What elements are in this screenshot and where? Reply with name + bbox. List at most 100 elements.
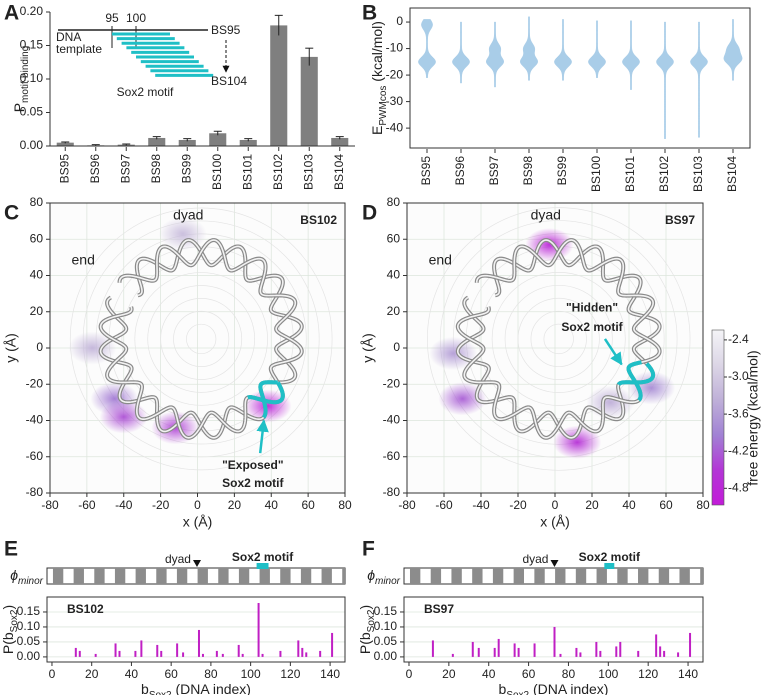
- x-tick-label: 60: [522, 667, 536, 681]
- colorbar-tick-label: -3.0: [728, 369, 749, 383]
- x-axis-label-sub: Sox2: [506, 690, 529, 695]
- plot-frame: [46, 596, 346, 663]
- y-axis-label-sub: PWMcos: [378, 86, 389, 126]
- dna-strand: [626, 360, 643, 402]
- x-tick-label: -60: [435, 498, 453, 512]
- colorbar-tick-label: -3.6: [728, 406, 749, 420]
- minor-groove: [451, 568, 462, 584]
- y-tick-label: 20: [387, 304, 401, 318]
- bar: [56, 142, 74, 146]
- x-tick-label: BS102: [657, 156, 671, 192]
- motif-label: Sox2 motif: [561, 320, 623, 334]
- y-tick-label: -40: [383, 413, 401, 427]
- y-axis-label: P(bSox2): [0, 605, 20, 654]
- contour: [491, 271, 626, 406]
- panel-letter: B: [362, 2, 377, 25]
- track-label-main: ϕ: [10, 567, 18, 583]
- y-axis-label: P(bSox2): [357, 605, 377, 654]
- minor-groove: [679, 568, 690, 584]
- contour: [504, 284, 613, 393]
- contour: [173, 310, 230, 367]
- y-axis-label-rest: (kcal/mol): [369, 21, 385, 86]
- minor-groove: [658, 568, 670, 584]
- y-tick-label: 0: [36, 340, 43, 354]
- bar: [209, 133, 227, 146]
- x-tick-label: 20: [585, 498, 599, 512]
- y-axis-label-sub: motif-binding: [20, 46, 31, 103]
- x-tick-label: -60: [78, 498, 96, 512]
- y-tick-label: 60: [30, 231, 44, 245]
- contour: [517, 297, 600, 380]
- minor-groove: [114, 568, 126, 584]
- hotspot: [429, 336, 478, 371]
- contour: [530, 310, 587, 368]
- inset-tick-label: 95: [105, 11, 119, 25]
- track-bg: [403, 567, 704, 585]
- x-tick-label: BS104: [725, 156, 739, 192]
- contour: [147, 285, 256, 393]
- y-tick-label: 0.05: [374, 634, 398, 648]
- y-tick-label: 40: [30, 268, 44, 282]
- x-tick-label: 80: [204, 667, 218, 681]
- y-tick-label: 0.20: [20, 4, 44, 18]
- y-tick-label: -60: [383, 449, 401, 463]
- x-axis-label: bSox2 (DNA index): [141, 681, 251, 695]
- y-tick-label: 0.15: [374, 604, 398, 618]
- track-label: ϕminor: [10, 567, 43, 587]
- motif-arrow: [603, 338, 623, 366]
- y-tick-label: -20: [26, 376, 44, 390]
- dyad-label: dyad: [531, 206, 561, 222]
- x-tick-label: 80: [338, 498, 352, 512]
- bar: [270, 25, 288, 146]
- y-axis-label-main: P(b: [0, 632, 16, 654]
- motif-marker: [256, 563, 269, 569]
- minor-groove: [555, 568, 566, 584]
- y-tick-label: 0.10: [17, 619, 41, 633]
- y-tick-label: -40: [386, 120, 404, 134]
- panel-letter: C: [4, 202, 19, 225]
- contour: [439, 220, 678, 458]
- colorbar-tick-label: -4.8: [728, 480, 749, 494]
- contour: [121, 259, 281, 419]
- dyad-label: dyad: [522, 552, 548, 566]
- dyad-label: dyad: [173, 206, 203, 222]
- motif-arrow: [256, 419, 269, 454]
- x-tick-label: 0: [49, 667, 56, 681]
- end-label: end: [72, 252, 95, 268]
- minor-groove: [596, 568, 607, 584]
- start-label: BS95: [211, 23, 241, 37]
- x-tick-label: 20: [85, 667, 99, 681]
- y-tick-label: 0: [396, 14, 403, 28]
- x-axis-label-main: b: [141, 681, 149, 695]
- colorbar-tick-label: -2.4: [728, 332, 749, 346]
- colorbar-label: free energy (kcal/mol): [745, 350, 761, 485]
- motif-label: Sox2 motif: [232, 550, 294, 564]
- track-label-sub: minor: [375, 576, 401, 587]
- x-tick-label: 140: [320, 667, 340, 681]
- x-axis-label-rest: (DNA index): [529, 681, 608, 695]
- y-tick-label: -80: [383, 485, 401, 499]
- motif-label: "Exposed": [222, 458, 283, 472]
- minor-groove: [513, 568, 524, 584]
- x-tick-label: 60: [164, 667, 178, 681]
- dna-strand: [246, 381, 285, 405]
- dyad-label: dyad: [165, 552, 191, 566]
- contour: [427, 207, 691, 471]
- minor-groove: [534, 568, 545, 584]
- motif-label: "Hidden": [566, 300, 618, 314]
- minor-groove: [575, 568, 587, 584]
- structure-label: BS102: [67, 602, 104, 616]
- violin: [418, 19, 436, 78]
- y-axis-label: EPWMcos (kcal/mol): [369, 21, 389, 135]
- minor-groove: [409, 568, 421, 584]
- contour: [134, 272, 268, 406]
- y-tick-label: -20: [383, 376, 401, 390]
- y-tick-label: 20: [30, 304, 44, 318]
- minor-groove: [430, 568, 442, 584]
- colorbar: [711, 329, 725, 506]
- x-tick-label: BS101: [623, 156, 637, 192]
- x-tick-label: 120: [280, 667, 300, 681]
- bar: [178, 139, 196, 146]
- x-tick-label: BS95: [419, 156, 433, 186]
- x-tick-label: BS99: [555, 156, 569, 186]
